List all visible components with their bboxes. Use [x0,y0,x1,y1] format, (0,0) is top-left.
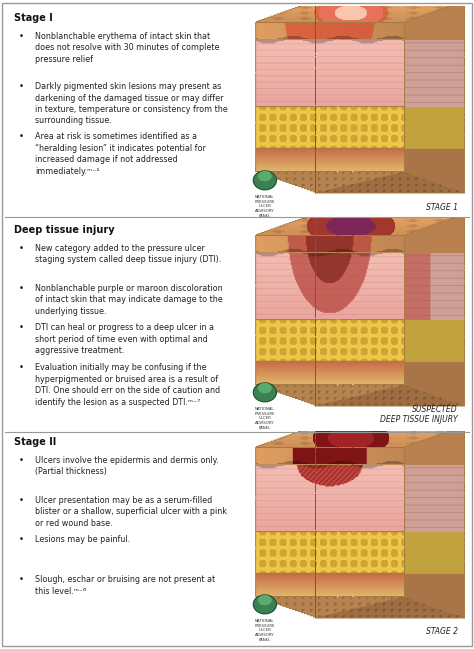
Text: New category added to the pressure ulcer
staging system called deep tissue injur: New category added to the pressure ulcer… [35,244,221,264]
Text: Stage II: Stage II [14,437,56,447]
Text: •: • [18,456,24,465]
Text: •: • [18,363,24,372]
Text: Ulcer presentation may be as a serum-filled
blister or a shallow, superficial ul: Ulcer presentation may be as a serum-fil… [35,496,227,528]
Ellipse shape [253,594,276,614]
Text: •: • [18,82,24,91]
Text: Deep tissue injury: Deep tissue injury [14,225,115,235]
Text: •: • [18,496,24,505]
Text: •: • [18,132,24,141]
Text: NATIONAL
PRESSURE
ULCER
ADVISORY
PANEL: NATIONAL PRESSURE ULCER ADVISORY PANEL [255,407,275,430]
Text: •: • [18,32,24,41]
Text: •: • [18,244,24,253]
Ellipse shape [258,383,272,393]
Text: DTI can heal or progress to a deep ulcer in a
short period of time even with opt: DTI can heal or progress to a deep ulcer… [35,323,214,356]
Ellipse shape [253,383,276,402]
Text: Stage I: Stage I [14,13,53,23]
Text: •: • [18,323,24,332]
Text: •: • [18,535,24,545]
Text: Darkly pigmented skin lesions may present as
darkening of the damaged tissue or : Darkly pigmented skin lesions may presen… [35,82,228,125]
Text: STAGE 2: STAGE 2 [426,627,457,636]
Text: Ulcers involve the epidermis and dermis only.
(Partial thickness): Ulcers involve the epidermis and dermis … [35,456,219,476]
Text: •: • [18,284,24,293]
Text: STAGE 1: STAGE 1 [426,203,457,212]
Ellipse shape [258,171,272,181]
Text: NATIONAL
PRESSURE
ULCER
ADVISORY
PANEL: NATIONAL PRESSURE ULCER ADVISORY PANEL [255,619,275,642]
Text: Evaluation initially may be confusing if the
hyperpigmented or bruised area is a: Evaluation initially may be confusing if… [35,363,220,406]
Text: Nonblanchable purple or maroon discoloration
of intact skin that may indicate da: Nonblanchable purple or maroon discolora… [35,284,223,315]
Text: •: • [18,575,24,584]
Text: NATIONAL
PRESSURE
ULCER
ADVISORY
PANEL: NATIONAL PRESSURE ULCER ADVISORY PANEL [255,195,275,217]
Text: SUSPECTED
DEEP TISSUE INJURY: SUSPECTED DEEP TISSUE INJURY [380,405,457,424]
Ellipse shape [258,594,272,606]
Text: Area at risk is sometimes identified as a
“heralding lesion” it indicates potent: Area at risk is sometimes identified as … [35,132,206,176]
Text: Nonblanchable erythema of intact skin that
does not resolve with 30 minutes of c: Nonblanchable erythema of intact skin th… [35,32,219,64]
Text: Lesions may be painful.: Lesions may be painful. [35,535,130,545]
Text: Slough, eschar or bruising are not present at
this level.ᵐ⁻⁶: Slough, eschar or bruising are not prese… [35,575,215,596]
Ellipse shape [253,171,276,190]
